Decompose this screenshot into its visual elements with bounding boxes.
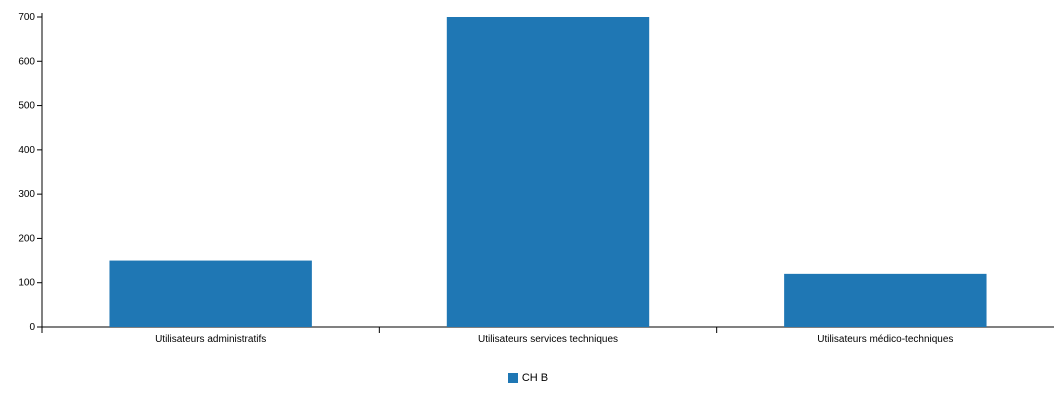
bar[interactable] (446, 17, 650, 327)
y-tick-label: 300 (18, 189, 35, 200)
legend-label: CH B (521, 372, 549, 384)
y-tick-label: 100 (18, 278, 35, 289)
y-tick-label: 700 (18, 12, 35, 23)
y-tick-label: 500 (18, 101, 35, 112)
x-tick-label: Utilisateurs médico-techniques (817, 334, 953, 345)
x-tick-label: Utilisateurs services techniques (478, 334, 618, 345)
y-tick-label: 600 (18, 56, 35, 67)
legend-swatch (507, 373, 518, 383)
y-tick-label: 0 (29, 322, 35, 333)
bars-group (109, 17, 987, 327)
y-tick-label: 200 (18, 233, 35, 244)
bar[interactable] (784, 273, 987, 327)
y-tick-label: 400 (18, 145, 35, 156)
legend: CH B (0, 372, 1056, 384)
x-tick-label: Utilisateurs administratifs (155, 334, 266, 345)
bar[interactable] (109, 260, 312, 327)
x-axis: Utilisateurs administratifs Utilisateurs … (41, 326, 1054, 345)
bar-chart: 0 100 200 300 400 500 600 700 Utilisateurs admi… (18, 12, 1054, 345)
y-axis: 0 100 200 300 400 500 600 700 (18, 12, 43, 333)
